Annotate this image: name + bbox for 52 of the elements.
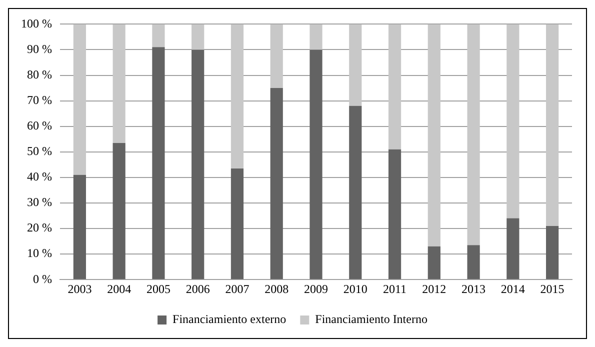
y-tick-label: 50 %	[26, 144, 52, 158]
bar	[467, 245, 480, 280]
x-tick-label: 2011	[382, 282, 407, 296]
x-tick-label: 2008	[264, 282, 289, 296]
bar	[388, 24, 402, 150]
y-tick-label: 100 %	[20, 16, 52, 30]
bar	[546, 226, 559, 280]
legend-label: Financiamiento Interno	[315, 312, 428, 326]
bar	[152, 47, 165, 280]
bar	[349, 106, 362, 280]
y-tick-label: 20 %	[26, 220, 52, 235]
y-tick-label: 90 %	[26, 42, 52, 56]
y-tick-label: 10 %	[26, 246, 52, 260]
x-tick-label: 2010	[343, 282, 368, 296]
bar	[112, 24, 126, 143]
x-tick-label: 2009	[304, 282, 328, 296]
bar	[388, 149, 402, 280]
bar	[270, 88, 283, 280]
bar	[310, 50, 322, 280]
x-tick-label: 2007	[225, 282, 250, 296]
bar	[73, 174, 86, 280]
y-tick-label: 30 %	[26, 195, 52, 210]
bar	[428, 246, 440, 280]
x-tick-label: 2003	[68, 282, 92, 296]
bar	[428, 24, 440, 246]
y-tick-label: 80 %	[26, 67, 52, 82]
x-tick-label: 2004	[107, 282, 132, 296]
bar	[73, 24, 86, 175]
bar	[112, 142, 126, 280]
x-tick-label: 2012	[422, 282, 446, 296]
y-tick-label: 60 %	[26, 118, 52, 133]
bar	[230, 24, 244, 168]
x-tick-label: 2013	[462, 282, 486, 296]
x-tick-label: 2015	[540, 282, 564, 296]
x-tick-label: 2006	[186, 282, 210, 296]
x-tick-label: 2014	[500, 282, 525, 296]
bar	[310, 24, 322, 50]
bar	[230, 168, 244, 280]
bar	[467, 24, 480, 246]
bar	[506, 218, 520, 280]
bar	[270, 24, 283, 88]
bar	[192, 50, 204, 280]
bar	[546, 24, 559, 226]
y-tick-label: 70 %	[26, 92, 52, 107]
bar	[152, 24, 165, 48]
y-tick-label: 0 %	[32, 272, 52, 286]
bar	[506, 24, 520, 218]
bar	[192, 24, 204, 50]
y-tick-label: 40 %	[26, 170, 52, 184]
x-tick-label: 2005	[146, 282, 170, 296]
bar	[349, 24, 362, 106]
legend-label: Financiamiento externo	[172, 312, 286, 326]
